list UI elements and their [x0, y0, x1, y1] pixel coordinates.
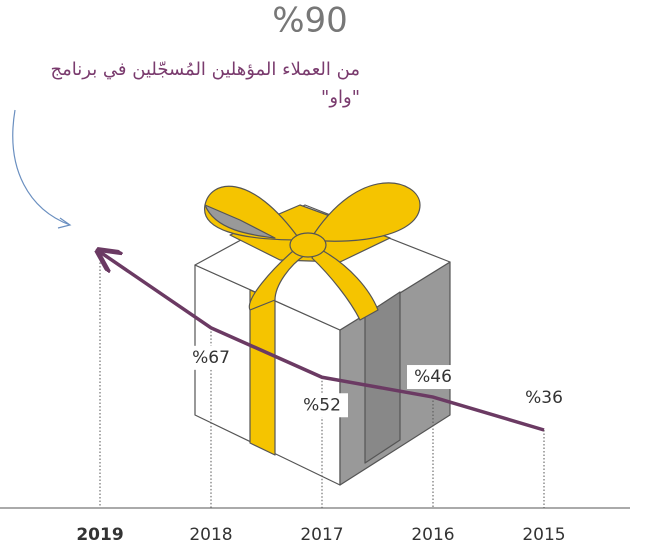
x-tick-label: 2019 [76, 525, 123, 545]
headline-value: %90 [272, 1, 348, 41]
value-label: %52 [303, 395, 341, 415]
x-tick-label: 2017 [300, 525, 343, 545]
value-label: %46 [414, 367, 452, 387]
infographic: %90 2019 2018 2017 2016 2015 %67 %52 %46 %36 من … [0, 0, 651, 551]
value-label: %36 [525, 388, 563, 408]
x-tick-label: 2016 [411, 525, 454, 545]
x-tick-label: 2015 [522, 525, 565, 545]
gift-box [195, 183, 450, 485]
subtitle: من العملاء المؤهلين المُسجّلين في برنامج… [12, 56, 360, 112]
hand-arrow [13, 110, 70, 225]
value-label: %67 [192, 348, 230, 368]
x-tick-label: 2018 [189, 525, 232, 545]
